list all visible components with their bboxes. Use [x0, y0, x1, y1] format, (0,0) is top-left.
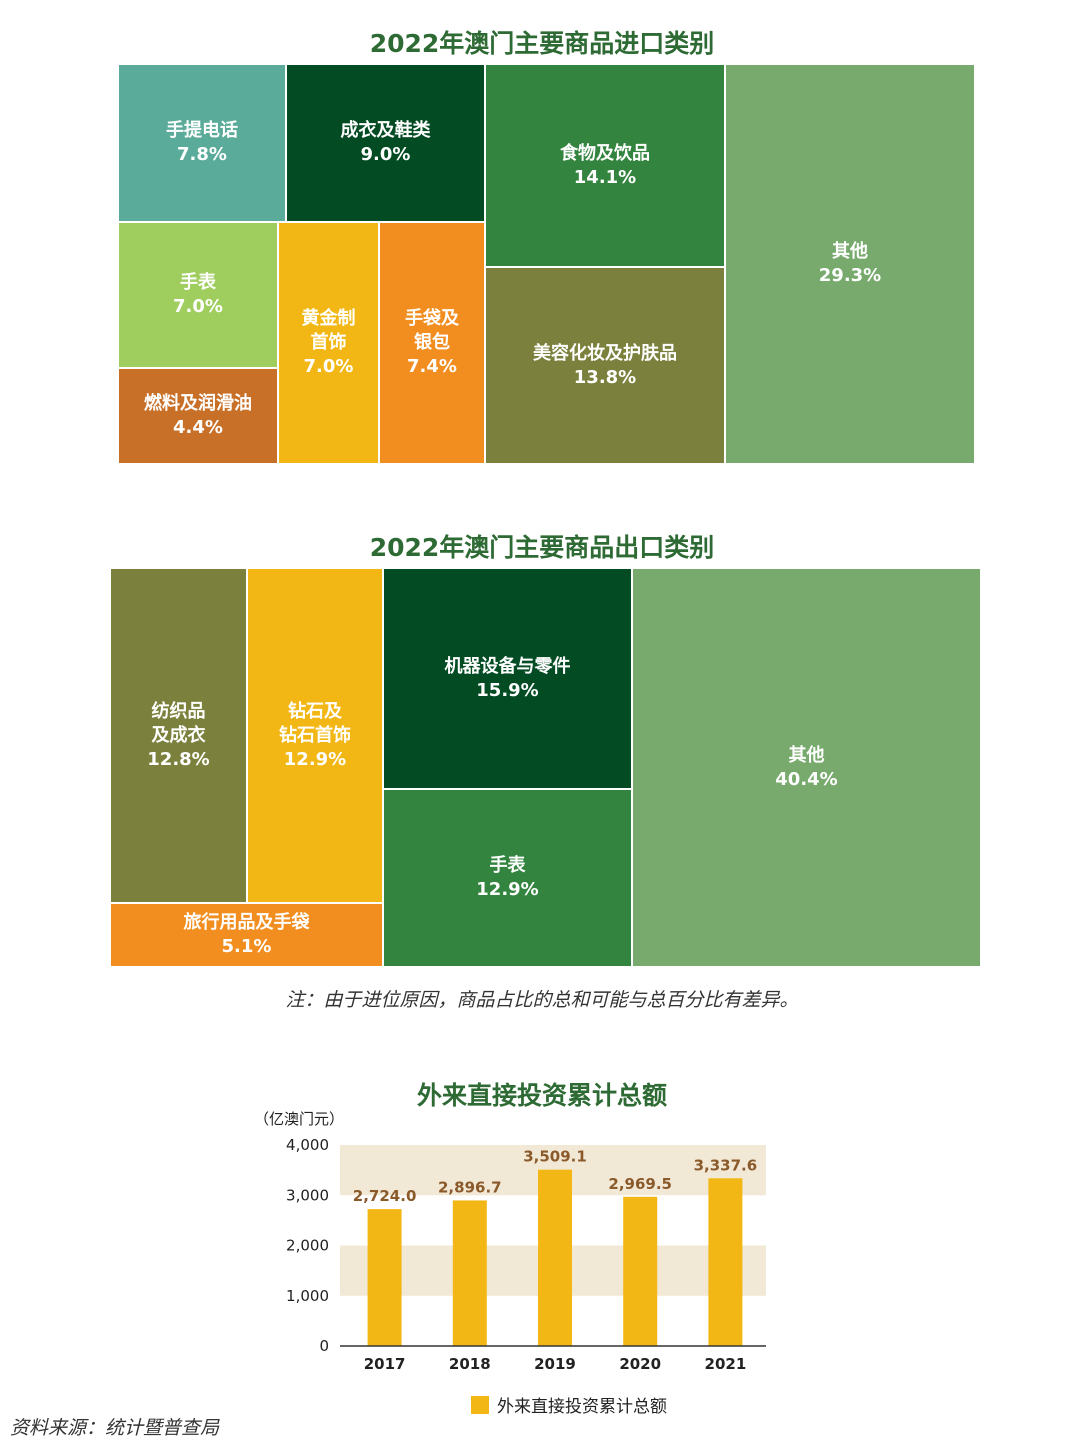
- y-tick-label: 3,000: [286, 1186, 329, 1204]
- export-treemap: 纺织品 及成衣 12.8% 钻石及 钻石首饰 12.9% 机器设备与零件 15.9% …: [110, 568, 981, 967]
- bar: [708, 1178, 743, 1346]
- bar-value-label: 2,969.5: [608, 1175, 672, 1193]
- import-cell-others: 其他 29.3%: [725, 64, 975, 464]
- import-cell-mobile-phones: 手提电话 7.8%: [118, 64, 286, 222]
- export-cell-textiles-garments: 纺织品 及成衣 12.8%: [110, 568, 247, 903]
- export-cell-travel-goods-handbags: 旅行用品及手袋 5.1%: [110, 903, 383, 967]
- x-tick-label: 2018: [449, 1355, 491, 1373]
- fdi-legend: 外来直接投资累计总额: [471, 1392, 667, 1417]
- x-tick-label: 2017: [364, 1355, 406, 1373]
- import-treemap: 手提电话 7.8% 成衣及鞋类 9.0% 食物及饮品 14.1% 其他 29.3% 手表…: [118, 64, 975, 464]
- bar: [452, 1200, 487, 1346]
- y-tick-label: 4,000: [286, 1136, 329, 1154]
- import-cell-food-beverages: 食物及饮品 14.1%: [485, 64, 725, 267]
- export-cell-others: 其他 40.4%: [632, 568, 981, 967]
- export-cell-diamonds-jewellery: 钻石及 钻石首饰 12.9%: [247, 568, 383, 903]
- y-tick-label: 1,000: [286, 1287, 329, 1305]
- import-cell-fuel-lubricants: 燃料及润滑油 4.4%: [118, 368, 278, 464]
- legend-swatch: [471, 1395, 489, 1414]
- data-source: 资料来源：统计暨普查局: [10, 1417, 220, 1439]
- import-chart-title: 2022年澳门主要商品进口类别: [369, 29, 715, 58]
- import-cell-clothing-footwear: 成衣及鞋类 9.0%: [286, 64, 485, 222]
- x-tick-label: 2019: [534, 1355, 576, 1373]
- bar-value-label: 3,509.1: [523, 1148, 587, 1166]
- export-cell-machinery-parts: 机器设备与零件 15.9%: [383, 568, 632, 789]
- y-tick-label: 2,000: [286, 1237, 329, 1255]
- fdi-chart-title: 外来直接投资累计总额: [416, 1081, 667, 1110]
- bar-value-label: 3,337.6: [694, 1156, 758, 1174]
- bar-value-label: 2,724.0: [353, 1187, 417, 1205]
- bar: [367, 1209, 402, 1346]
- legend-label: 外来直接投资累计总额: [497, 1397, 667, 1417]
- export-cell-watches: 手表 12.9%: [383, 789, 632, 967]
- x-tick-label: 2020: [619, 1355, 661, 1373]
- x-tick-label: 2021: [705, 1355, 747, 1373]
- bar-value-label: 2,896.7: [438, 1178, 502, 1196]
- export-chart-title: 2022年澳门主要商品出口类别: [369, 533, 715, 562]
- import-cell-gold-jewellery: 黄金制 首饰 7.0%: [278, 222, 379, 464]
- rounding-note: 注：由于进位原因，商品占比的总和可能与总百分比有差异。: [285, 989, 799, 1011]
- import-cell-watches: 手表 7.0%: [118, 222, 278, 368]
- y-tick-label: 0: [319, 1337, 329, 1355]
- y-axis-unit-label: （亿澳门元）: [254, 1110, 344, 1128]
- fdi-bar-chart: （亿澳门元） 0 1,000 2,000 3,000 4,000 2,724.0 2,89…: [254, 1110, 766, 1373]
- bar: [538, 1169, 572, 1346]
- bar: [623, 1196, 658, 1346]
- import-cell-cosmetics-skincare: 美容化妆及护肤品 13.8%: [485, 267, 725, 464]
- import-cell-handbags-wallets: 手袋及 银包 7.4%: [379, 222, 485, 464]
